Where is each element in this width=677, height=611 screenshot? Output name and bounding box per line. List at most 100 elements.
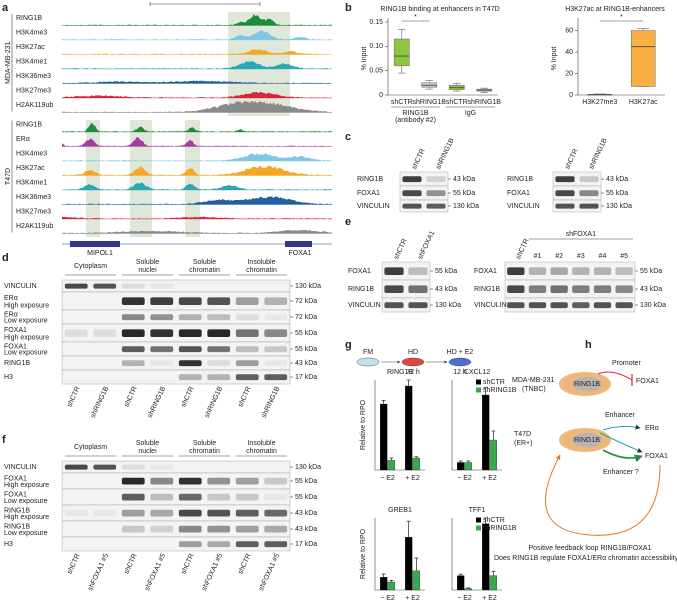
y-tick-label: 60 [565, 27, 573, 34]
legend-label: shCTR [483, 517, 505, 524]
panel-label: g [345, 339, 352, 351]
band [579, 203, 599, 209]
band [150, 314, 174, 321]
band [64, 283, 88, 289]
band [121, 477, 145, 485]
chart-title: GREB1 [388, 507, 412, 514]
band [150, 360, 174, 367]
legend-swatch [476, 387, 481, 393]
size-label: 130 kDa [295, 464, 321, 471]
band [572, 267, 590, 275]
band [235, 346, 259, 353]
ring1b [572, 377, 602, 391]
x-tick-label: − E2 [380, 595, 395, 602]
band [178, 477, 202, 485]
y-axis-label: Relative to RPO [360, 399, 367, 450]
band [64, 509, 88, 517]
legend-swatch [476, 517, 481, 523]
track-label: H3K27ac [16, 165, 45, 172]
band [207, 329, 231, 337]
row-label: RING1B [4, 360, 30, 367]
bar [387, 460, 396, 471]
row-label: FOXA1 [4, 344, 27, 351]
bar [456, 462, 465, 471]
x-tick-label: − E2 [457, 475, 472, 482]
lane-label: shRING1B [261, 385, 282, 419]
lane-label: #5 [620, 253, 628, 260]
row-label: RING1B [507, 176, 533, 183]
band [235, 493, 259, 501]
cell-line-label: MDA-MB-231 [5, 41, 12, 84]
track-label: H2AK119ub [16, 102, 53, 109]
row-label: FOXA1 [507, 190, 530, 197]
row-label: H3 [4, 541, 13, 548]
lane-label: shFOXA1 #5 [201, 553, 224, 592]
band [264, 477, 288, 485]
bar [387, 581, 396, 591]
size-label: 130 kDa [435, 302, 461, 309]
step-dish [356, 357, 380, 367]
band [507, 285, 525, 293]
lane-label: shCTR [66, 386, 82, 409]
band [593, 285, 612, 293]
row-note: High exposure [4, 302, 49, 309]
row-note: High exposure [4, 514, 49, 521]
y-tick-label: 0 [569, 92, 573, 99]
row-label: RING1B [4, 507, 30, 514]
panel-label: a [2, 2, 9, 14]
band [555, 176, 575, 183]
size-label: 17 kDa [295, 541, 317, 548]
target-label: ERα [645, 425, 659, 432]
band [121, 525, 145, 533]
column-header: Cytoplasm [74, 444, 107, 451]
panel-label: h [585, 339, 592, 351]
bar [489, 575, 498, 591]
cell-line: T47D [514, 431, 531, 438]
band [150, 509, 174, 517]
band [550, 285, 568, 293]
bar [404, 385, 413, 471]
band [207, 509, 231, 517]
size-label: 43 kDa [435, 286, 457, 293]
lane-label: #4 [599, 253, 607, 260]
band [264, 297, 288, 305]
size-label: 55 kDa [295, 478, 317, 485]
step-label: HD + E2 [447, 349, 474, 356]
size-label: 55 kDa [295, 330, 317, 337]
panel-label: e [345, 216, 351, 228]
coverage-track [62, 91, 332, 98]
band [93, 509, 117, 517]
band [64, 329, 88, 337]
repression-arrow [597, 371, 633, 381]
band [235, 360, 259, 367]
coverage-track [62, 80, 332, 84]
track-label: ERα [16, 136, 30, 143]
band [264, 493, 288, 501]
row-label: FOXA1 [348, 268, 371, 275]
band [207, 360, 231, 367]
band [402, 190, 422, 197]
lane-label: shRING1B [435, 137, 456, 171]
band [178, 360, 202, 367]
column-header: Soluble [136, 259, 159, 266]
row-note: High exposure [4, 482, 49, 489]
y-tick-label: 0.10 [369, 43, 383, 50]
band [264, 314, 288, 321]
highlight [130, 120, 152, 237]
band [121, 329, 145, 337]
enhancer-label: Enhancer ? [603, 469, 639, 476]
significance-star: * [414, 14, 417, 21]
row-label: RING1B [474, 286, 500, 293]
legend-swatch [476, 525, 481, 531]
caption: Does RING1B regulate FOXA1/ERα chromatin… [494, 555, 677, 562]
track-label: H3K27ac [16, 44, 45, 51]
x-tick-label: + E2 [405, 475, 420, 482]
band [178, 297, 202, 305]
band [178, 509, 202, 517]
band [150, 283, 174, 289]
x-tick-label: − E2 [457, 595, 472, 602]
band [384, 285, 404, 293]
legend-swatch [476, 379, 481, 385]
column-header: Insoluble [247, 440, 275, 447]
band [264, 329, 288, 337]
